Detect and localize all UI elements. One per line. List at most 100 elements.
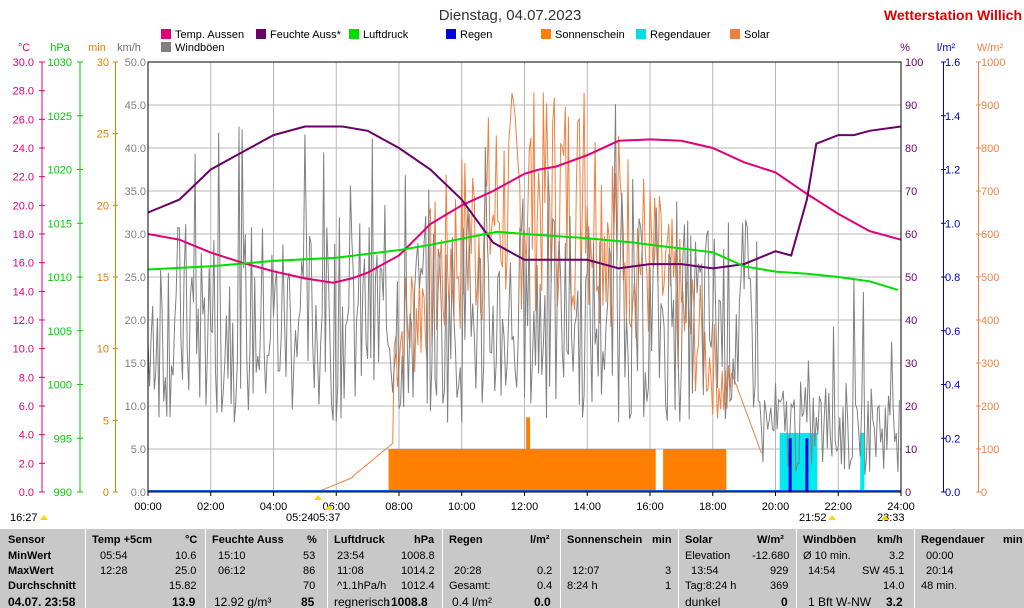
- x-tick-label: 00:00: [134, 501, 162, 513]
- sunshine-bar: [694, 449, 703, 492]
- x-tick-label: 20:00: [762, 501, 790, 513]
- legend-label: Sonnenschein: [555, 29, 625, 41]
- axis-tick-solar: 800: [981, 143, 999, 155]
- cell-time: 20:14: [926, 565, 954, 577]
- axis-tick-rain: 1.6: [945, 57, 960, 69]
- cell-value: 1012.4: [401, 580, 435, 592]
- series-line-humidity: [147, 125, 902, 270]
- sunshine-bar: [459, 449, 468, 492]
- header-windboeen: Windböen: [803, 534, 857, 546]
- sunshine-bar: [474, 449, 484, 492]
- sunshine-bar: [639, 449, 648, 492]
- header-regendauer-unit: min: [1003, 534, 1023, 546]
- sunshine-bar: [490, 449, 499, 492]
- rain-bar: [805, 438, 809, 492]
- axis-tick-wind: 35.0: [125, 186, 146, 198]
- cell-time: 12:28: [100, 565, 128, 577]
- axis-tick-rain: 0.4: [945, 380, 960, 392]
- sun-event-icon: [314, 495, 322, 500]
- header-feuchte-unit: %: [307, 534, 317, 546]
- cell-value: 3.2: [886, 595, 903, 608]
- sunshine-bar: [404, 449, 413, 492]
- cell-label: regnerisch: [334, 595, 391, 608]
- axis-unit-minutes: min: [88, 42, 106, 54]
- axis-tick-humidity: 90: [905, 100, 917, 112]
- legend-swatch: [256, 29, 266, 39]
- cell-value: -12.680: [752, 550, 790, 562]
- axis-tick-wind: 20.0: [125, 315, 146, 327]
- header-windboeen-unit: km/h: [877, 534, 903, 546]
- axis-tick-temp: 8.0: [19, 372, 34, 384]
- cell-label: 0.4 l/m²: [452, 595, 493, 608]
- axis-tick-temp: 0.0: [19, 487, 34, 499]
- axis-tick-temp: 30.0: [13, 57, 34, 69]
- axis-tick-wind: 40.0: [125, 143, 146, 155]
- header-temp: Temp +5cm: [92, 534, 153, 546]
- event-time-label: 05:37: [313, 512, 341, 524]
- axis-unit-pressure: hPa: [50, 42, 70, 54]
- axis-tick-wind: 45.0: [125, 100, 146, 112]
- legend-label: Regen: [460, 29, 492, 41]
- axis-tick-humidity: 0: [905, 487, 911, 499]
- wind-gust-line: [147, 104, 900, 475]
- chart-legend: Temp. Aussen Feuchte Auss* Luftdruck Regen S…: [161, 29, 770, 54]
- axis-unit-wind: km/h: [117, 42, 141, 54]
- event-markers: 05:24 05:37 21:52 23:33 16:27: [10, 495, 905, 524]
- cell-value: 25.0: [175, 565, 197, 577]
- row-label: Durchschnitt: [8, 580, 76, 592]
- axis-tick-humidity: 80: [905, 143, 917, 155]
- row-label: MaxWert: [8, 565, 54, 577]
- sunshine-bar: [514, 449, 523, 492]
- cell-label: Ø 10 min.: [803, 550, 851, 562]
- axis-unit-temp: °C: [18, 42, 30, 54]
- sunshine-bars: [388, 417, 727, 492]
- rain-bars: [788, 438, 809, 492]
- table-divider: [85, 529, 86, 608]
- x-tick-label: 18:00: [699, 501, 727, 513]
- rain-duration-bar: [860, 432, 865, 492]
- cell-time: 05:54: [100, 550, 128, 562]
- chart-y-axes: 30.0 28.0 26.0 24.0 22.0 20.0 18.0 16.0 14.0 12.0…: [13, 57, 1006, 499]
- axis-tick-pressure: 1015: [48, 218, 72, 230]
- axis-tick-temp: 16.0: [13, 258, 34, 270]
- chart-title: Dienstag, 04.07.2023: [439, 7, 582, 24]
- header-feuchte: Feuchte Auss: [212, 534, 284, 546]
- cell-value: 1: [665, 580, 672, 592]
- cell-value: 14.0: [883, 580, 905, 592]
- station-name: Wetterstation Willich: [884, 7, 1022, 23]
- axis-tick-solar: 400: [981, 315, 999, 327]
- cell-value: 1008.8: [401, 550, 435, 562]
- legend-swatch: [161, 29, 171, 39]
- sunshine-bar: [388, 449, 397, 492]
- axis-tick-temp: 4.0: [19, 430, 34, 442]
- axis-tick-pressure: 1000: [48, 380, 72, 392]
- axis-tick-temp: 2.0: [19, 458, 34, 470]
- axis-tick-pressure: 1005: [48, 326, 72, 338]
- x-tick-label: 08:00: [385, 501, 413, 513]
- axis-tick-pressure: 995: [54, 433, 72, 445]
- cell-value: SW 45.1: [862, 565, 905, 577]
- cell-time: 20:28: [454, 565, 482, 577]
- x-tick-label: 16:00: [636, 501, 664, 513]
- axis-tick-minutes: 10: [97, 344, 109, 356]
- header-regendauer: Regendauer: [921, 534, 985, 546]
- sunshine-bar: [553, 449, 562, 492]
- axis-tick-solar: 600: [981, 229, 999, 241]
- sunshine-bar: [678, 449, 688, 492]
- table-divider: [442, 529, 443, 608]
- legend-swatch: [161, 42, 171, 52]
- axis-unit-rain: l/m²: [937, 42, 956, 54]
- axis-unit-humidity: %: [900, 42, 910, 54]
- cell-value: 53: [303, 550, 316, 562]
- sunshine-bar: [451, 449, 460, 492]
- table-row-current: 04.07. 23:58 13.9 12.92 g/m³ 85 regneris…: [0, 595, 1024, 608]
- axis-tick-pressure: 990: [54, 487, 72, 499]
- axis-tick-wind: 0.0: [131, 487, 146, 499]
- axis-tick-temp: 12.0: [13, 315, 34, 327]
- sunshine-bar: [670, 449, 680, 492]
- cell-time: 06:12: [218, 565, 246, 577]
- axis-tick-rain: 1.4: [945, 111, 960, 123]
- sunshine-bar: [608, 449, 617, 492]
- axis-tick-pressure: 1020: [48, 165, 72, 177]
- stats-table: Sensor Temp +5cm °C Feuchte Auss % Luftd…: [0, 529, 1024, 608]
